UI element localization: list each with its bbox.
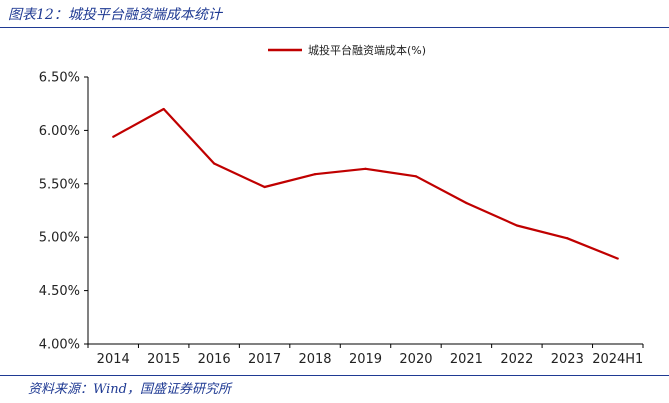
x-tick-label: 2015 xyxy=(147,352,180,367)
data-point xyxy=(112,135,115,138)
data-point xyxy=(515,224,518,227)
x-tick-label: 2018 xyxy=(298,352,331,367)
legend-label: 城投平台融资端成本(%) xyxy=(308,43,426,57)
data-point xyxy=(414,175,418,178)
x-tick-label: 2019 xyxy=(349,352,382,367)
data-point xyxy=(465,201,468,205)
legend: 城投平台融资端成本(%) xyxy=(268,43,426,57)
y-axis-ticks: 6.50% 6.00% 5.50% 5.00% 4.50% 4.00% xyxy=(39,71,88,353)
x-axis-ticks: 2014 2015 2016 2017 2018 2019 2020 2021 2022 2023… xyxy=(87,344,644,367)
y-tick-label: 4.00% xyxy=(39,338,80,353)
x-tick-label: 2024H1 xyxy=(592,352,643,367)
x-tick-label: 2021 xyxy=(450,352,483,367)
series-points xyxy=(112,107,619,260)
x-tick-label: 2016 xyxy=(198,352,231,367)
x-tick-label: 2017 xyxy=(248,352,281,367)
data-point xyxy=(616,257,619,260)
bottom-rule xyxy=(0,375,669,376)
x-tick-label: 2023 xyxy=(551,352,584,367)
data-point xyxy=(263,185,266,189)
y-tick-label: 5.00% xyxy=(39,231,80,246)
y-tick-label: 5.50% xyxy=(39,177,80,192)
y-tick-label: 6.00% xyxy=(39,124,80,139)
x-tick-label: 2020 xyxy=(399,352,432,367)
y-tick-label: 4.50% xyxy=(39,284,80,299)
y-tick-label: 6.50% xyxy=(39,71,80,86)
top-rule xyxy=(0,27,669,28)
x-tick-label: 2014 xyxy=(97,352,130,367)
figure-title: 图表12：城投平台融资端成本统计 xyxy=(8,7,222,23)
data-point xyxy=(213,162,216,165)
data-point xyxy=(364,167,367,170)
data-point xyxy=(162,107,165,111)
data-point xyxy=(313,173,317,176)
axes xyxy=(87,77,643,345)
x-tick-label: 2022 xyxy=(500,352,533,367)
data-point xyxy=(566,237,569,240)
series-line xyxy=(112,107,619,260)
source-note: 资料来源：Wind，国盛证券研究所 xyxy=(28,382,231,397)
